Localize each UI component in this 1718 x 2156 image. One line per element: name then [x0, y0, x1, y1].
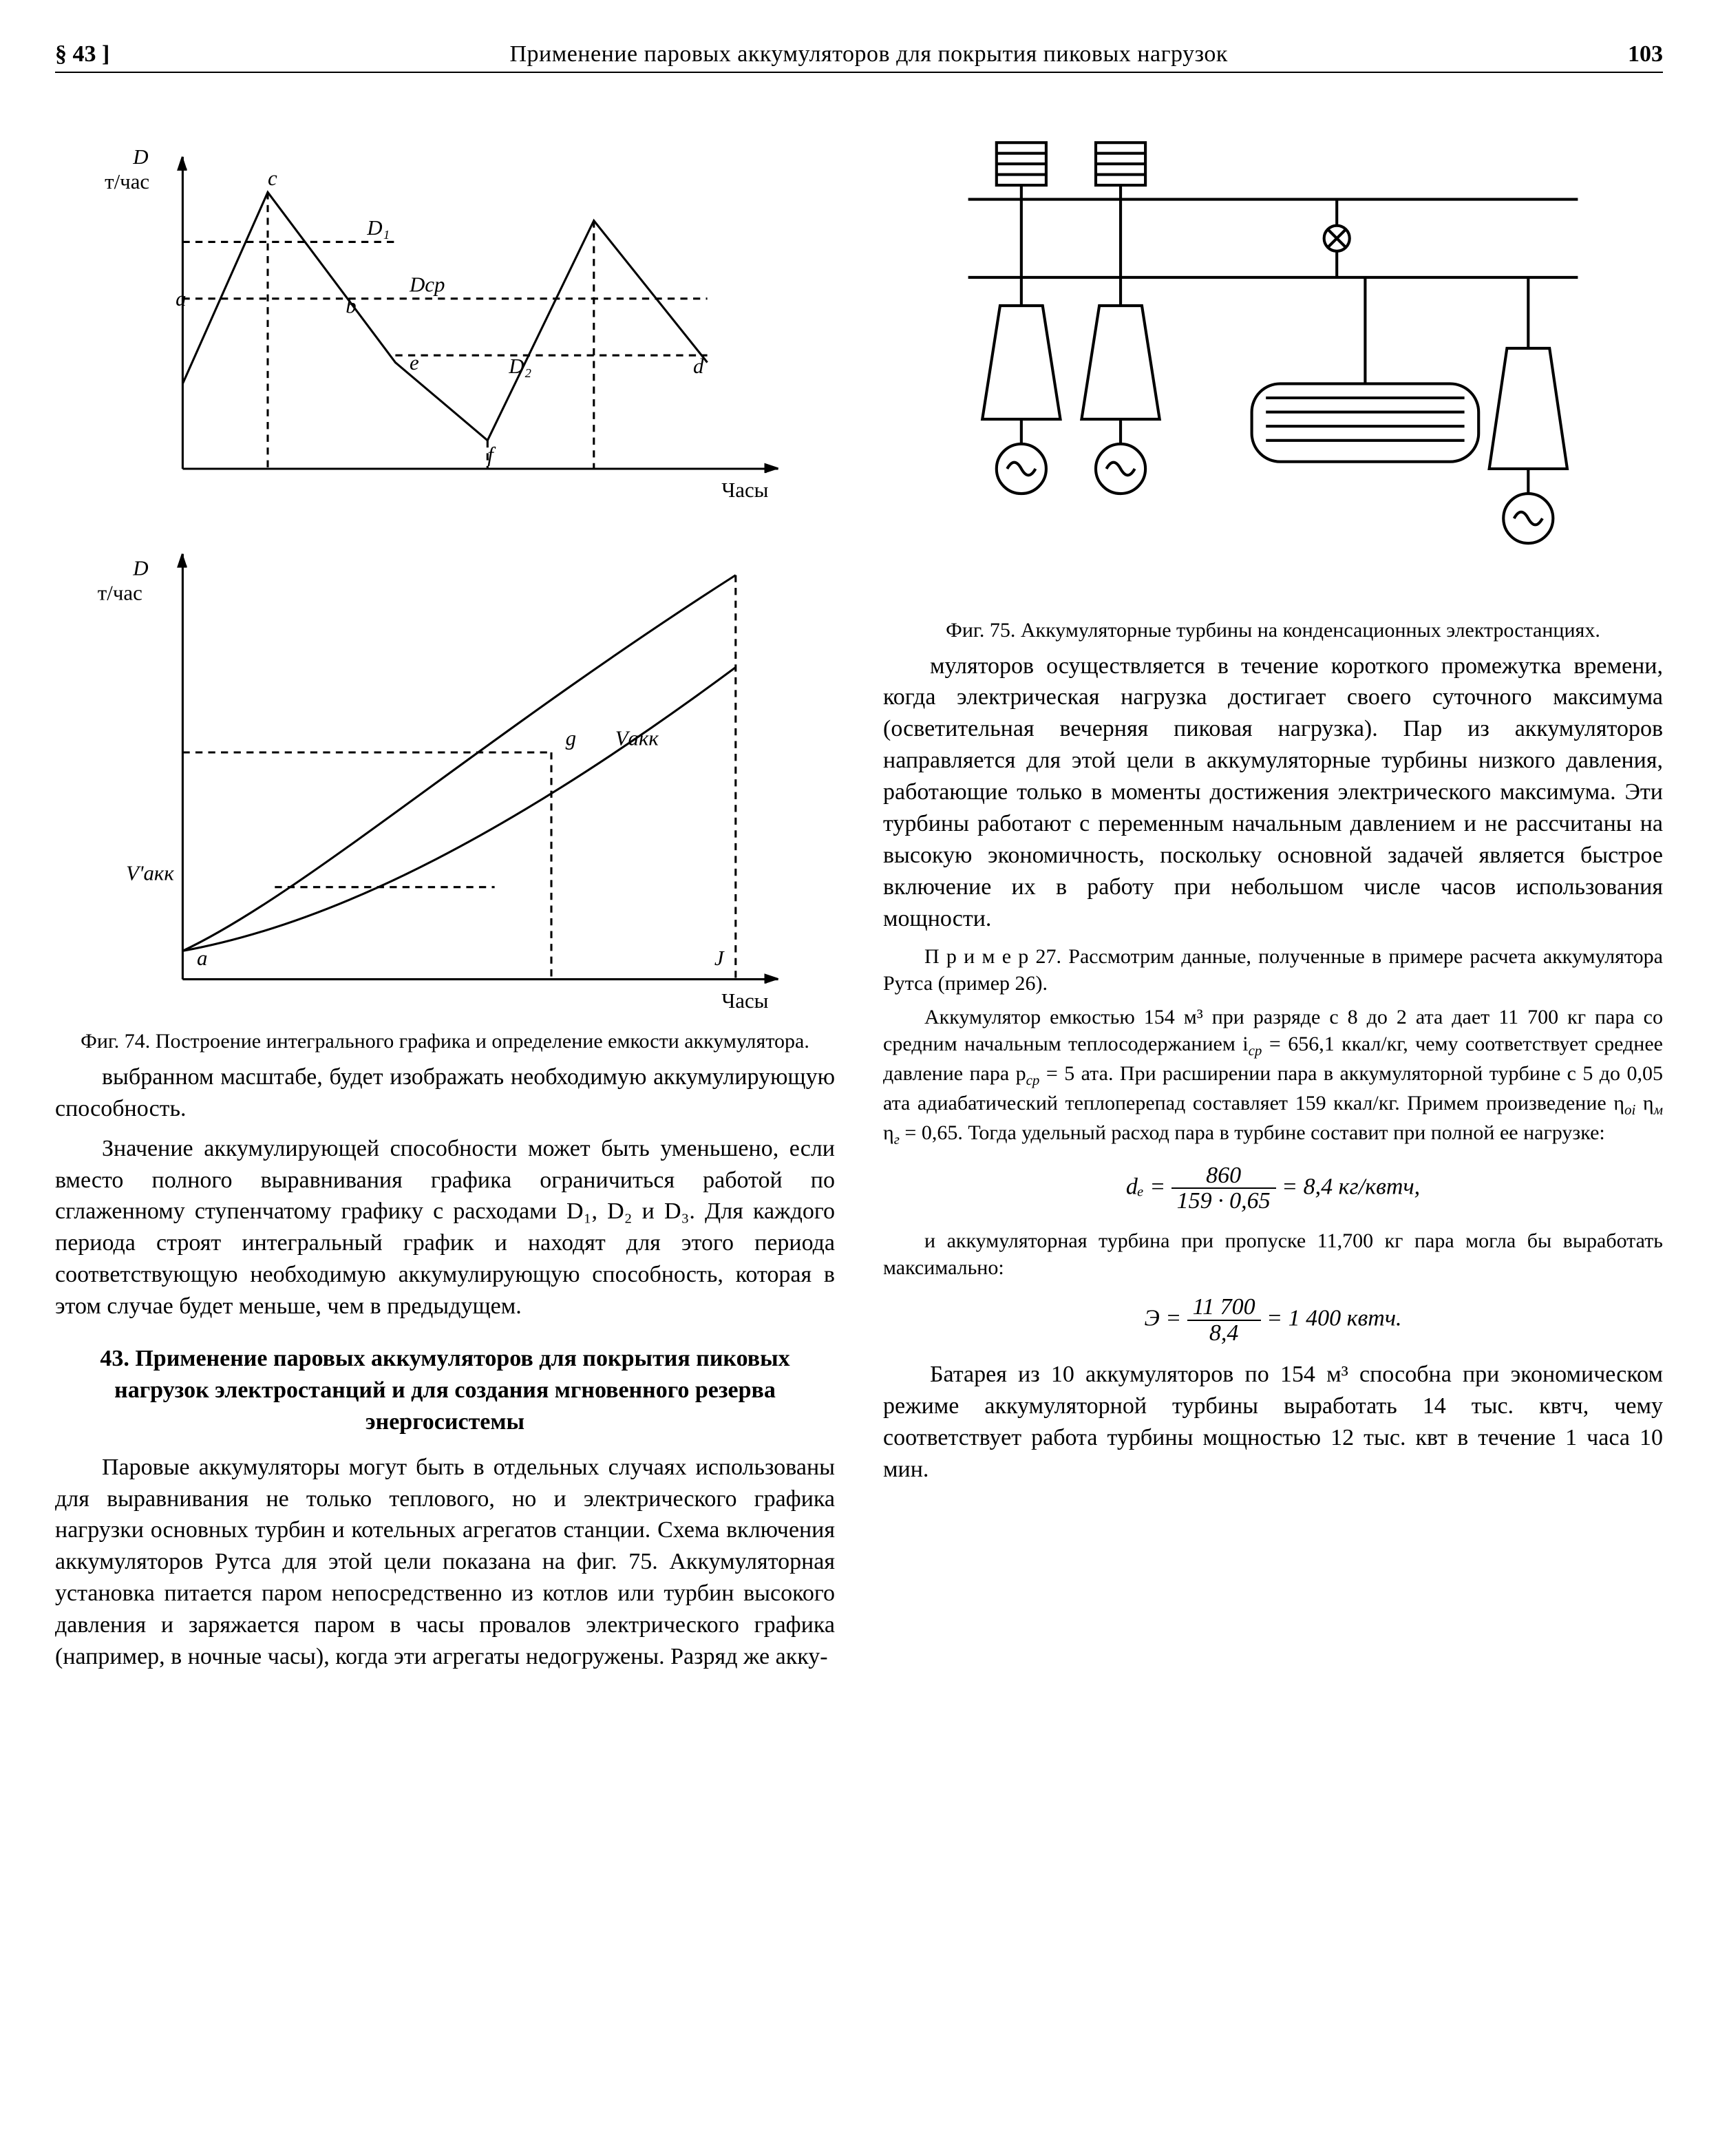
svg-text:Vакк: Vакк	[615, 726, 659, 750]
formula-1: dₑ = 860 159 · 0,65 = 8,4 кг/квтч,	[883, 1163, 1663, 1214]
formula-lhs: dₑ =	[1126, 1174, 1165, 1199]
example-text: Аккумулятор емкостью 154 м³ при разряде …	[883, 1004, 1663, 1150]
svg-text:a: a	[197, 946, 207, 970]
section-heading: 43. Применение паровых аккумуляторов для…	[55, 1343, 835, 1438]
figure-75-caption: Фиг. 75. Аккумуляторные турбины на конде…	[883, 617, 1663, 644]
subscript: oi	[1624, 1101, 1635, 1118]
body-text: муляторов осуществляется в течение корот…	[883, 651, 1663, 935]
fraction: 860 159 · 0,65	[1171, 1163, 1276, 1214]
denominator: 159 · 0,65	[1171, 1189, 1276, 1214]
body-text: Батарея из 10 аккумуляторов по 154 м³ сп…	[883, 1359, 1663, 1486]
svg-text:d: d	[693, 354, 704, 378]
subscript: м	[1654, 1101, 1663, 1118]
svg-text:Dср: Dср	[409, 272, 445, 296]
formula-rhs: = 1 400 квтч.	[1266, 1306, 1401, 1331]
subscript: ср	[1249, 1042, 1262, 1059]
subscript: г	[894, 1131, 900, 1148]
right-column: Фиг. 75. Аккумуляторные турбины на конде…	[883, 101, 1663, 1681]
svg-text:f: f	[487, 443, 496, 467]
text-run: η	[1635, 1092, 1653, 1114]
figure-74-caption: Фиг. 74. Построение интегрального график…	[55, 1028, 835, 1055]
text-run: = 0,65. Тогда удельный расход пара в тур…	[900, 1121, 1605, 1144]
formula-lhs: Э =	[1144, 1306, 1181, 1331]
running-title: Применение паровых аккумуляторов для пок…	[109, 41, 1628, 67]
body-text: Значение аккумулирующей способности може…	[55, 1133, 835, 1322]
numerator: 860	[1171, 1163, 1276, 1190]
svg-text:g: g	[566, 726, 576, 750]
example-intro: П р и м е р 27. Рассмотрим данные, получ…	[883, 943, 1663, 997]
figure-74: D т/час c D₁ Dср a b e D₂ d f Часы	[55, 114, 835, 1055]
svg-text:D: D	[132, 145, 148, 169]
svg-text:V'акк: V'акк	[126, 860, 174, 885]
fig75-svg	[883, 114, 1663, 611]
svg-text:D: D	[132, 556, 148, 580]
fig74-svg: D т/час c D₁ Dср a b e D₂ d f Часы	[55, 114, 835, 1022]
svg-text:a: a	[176, 286, 186, 310]
figure-75: Фиг. 75. Аккумуляторные турбины на конде…	[883, 114, 1663, 644]
body-text: выбранном масштабе, будет изображать нео…	[55, 1061, 835, 1125]
text-run: η	[883, 1121, 894, 1144]
page-header: § 43 ] Применение паровых аккумуляторов …	[55, 41, 1663, 73]
subscript: ср	[1026, 1072, 1040, 1088]
svg-text:D₁: D₁	[366, 215, 390, 240]
formula-rhs: = 8,4 кг/квтч,	[1282, 1174, 1420, 1199]
svg-text:e: e	[410, 350, 419, 374]
denominator: 8,4	[1187, 1321, 1261, 1346]
body-text: Паровые аккумуляторы могут быть в отдель…	[55, 1452, 835, 1673]
svg-text:Часы: Часы	[721, 478, 768, 502]
numerator: 11 700	[1187, 1295, 1261, 1321]
svg-text:D₂: D₂	[508, 354, 531, 378]
svg-text:b: b	[346, 293, 356, 317]
left-column: D т/час c D₁ Dср a b e D₂ d f Часы	[55, 101, 835, 1681]
svg-text:т/час: т/час	[98, 581, 142, 605]
svg-text:c: c	[268, 166, 277, 190]
fraction: 11 700 8,4	[1187, 1295, 1261, 1345]
svg-text:J: J	[714, 946, 725, 970]
svg-text:т/час: т/час	[105, 169, 149, 193]
formula-2: Э = 11 700 8,4 = 1 400 квтч.	[883, 1295, 1663, 1345]
svg-text:Часы: Часы	[721, 989, 768, 1013]
body-text: и аккумуляторная турбина при пропуске 11…	[883, 1227, 1663, 1281]
page-number: 103	[1628, 41, 1663, 67]
section-number: § 43 ]	[55, 41, 109, 67]
